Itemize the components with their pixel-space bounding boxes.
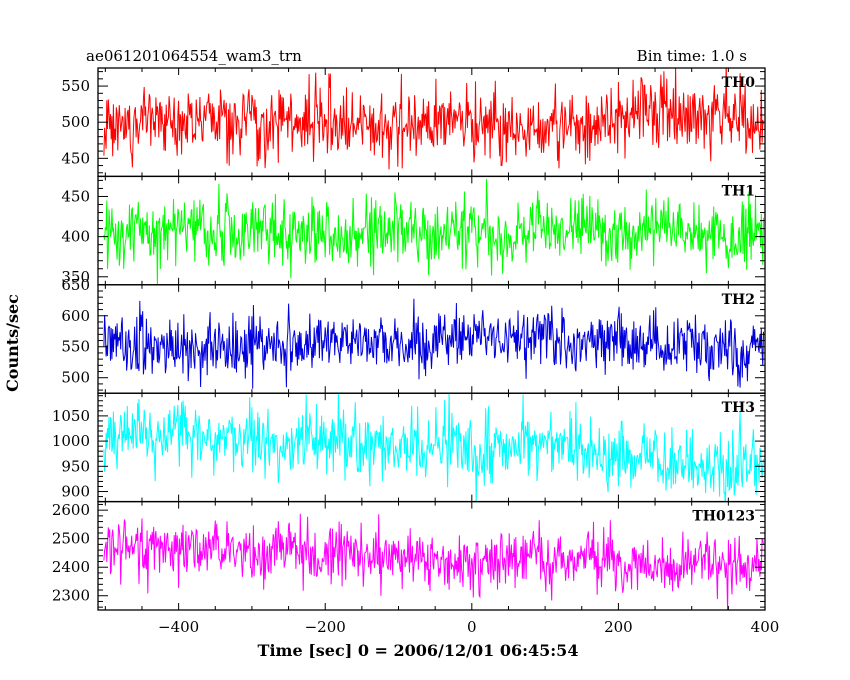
- chart-title: ae061201064554_wam3_trn: [86, 47, 302, 65]
- y-tick-label: 400: [61, 228, 90, 246]
- panel-th0123: 2300 2400 2500 2600 TH0123: [52, 500, 766, 611]
- panel-frame: [97, 284, 766, 394]
- y-tick-label: 350: [61, 268, 90, 286]
- y-tick-label: 600: [61, 307, 90, 325]
- y-tick-label: 500: [61, 369, 90, 387]
- y-tick-label: 650: [61, 276, 90, 294]
- panel-label: TH3: [722, 400, 755, 416]
- y-tick-label: 2600: [52, 501, 90, 519]
- x-tick-label: 200: [604, 618, 633, 636]
- panel-stack: 450 500 550 TH0 350 400 450 TH1 500 550 600 650 TH2 9…: [52, 67, 766, 611]
- y-tick-label: 450: [61, 149, 90, 167]
- x-tick-label: −200: [305, 618, 346, 636]
- y-tick-label: 500: [61, 113, 90, 131]
- x-tick-label: 0: [467, 618, 477, 636]
- series-line-th0: [103, 68, 764, 170]
- bin-time-label: Bin time: 1.0 s: [637, 47, 747, 65]
- x-axis: −400 −200 0 200 400: [158, 618, 779, 636]
- x-axis-title: Time [sec] 0 = 2006/12/01 06:45:54: [258, 641, 579, 660]
- y-tick-label: 2300: [52, 587, 90, 605]
- series-line-th3: [103, 393, 764, 502]
- x-tick-label: 400: [751, 618, 780, 636]
- panel-th2: 500 550 600 650 TH2: [61, 276, 766, 394]
- y-tick-label: 550: [61, 338, 90, 356]
- panel-frame: [97, 67, 766, 178]
- series-line-th0123: [103, 513, 764, 611]
- y-tick-label: 1000: [52, 432, 90, 450]
- panel-th1: 350 400 450 TH1: [61, 175, 766, 286]
- panel-label: TH0123: [692, 509, 755, 525]
- y-tick-label: 2400: [52, 558, 90, 576]
- y-axis-title: Counts/sec: [3, 294, 22, 392]
- y-tick-label: 550: [61, 77, 90, 95]
- x-tick-label: −400: [158, 618, 199, 636]
- panel-label: TH1: [722, 183, 755, 199]
- y-tick-label: 2500: [52, 530, 90, 548]
- panel-label: TH2: [722, 292, 755, 308]
- y-tick-label: 950: [61, 457, 90, 475]
- y-tick-label: 900: [61, 483, 90, 501]
- y-tick-label: 1050: [52, 407, 90, 425]
- panel-th3: 900 950 1000 1050 TH3: [52, 392, 766, 503]
- panel-label: TH0: [722, 75, 756, 91]
- series-line-th2: [103, 298, 764, 389]
- series-line-th1: [103, 179, 764, 285]
- panel-th0: 450 500 550 TH0: [61, 67, 766, 178]
- y-tick-label: 450: [61, 187, 90, 205]
